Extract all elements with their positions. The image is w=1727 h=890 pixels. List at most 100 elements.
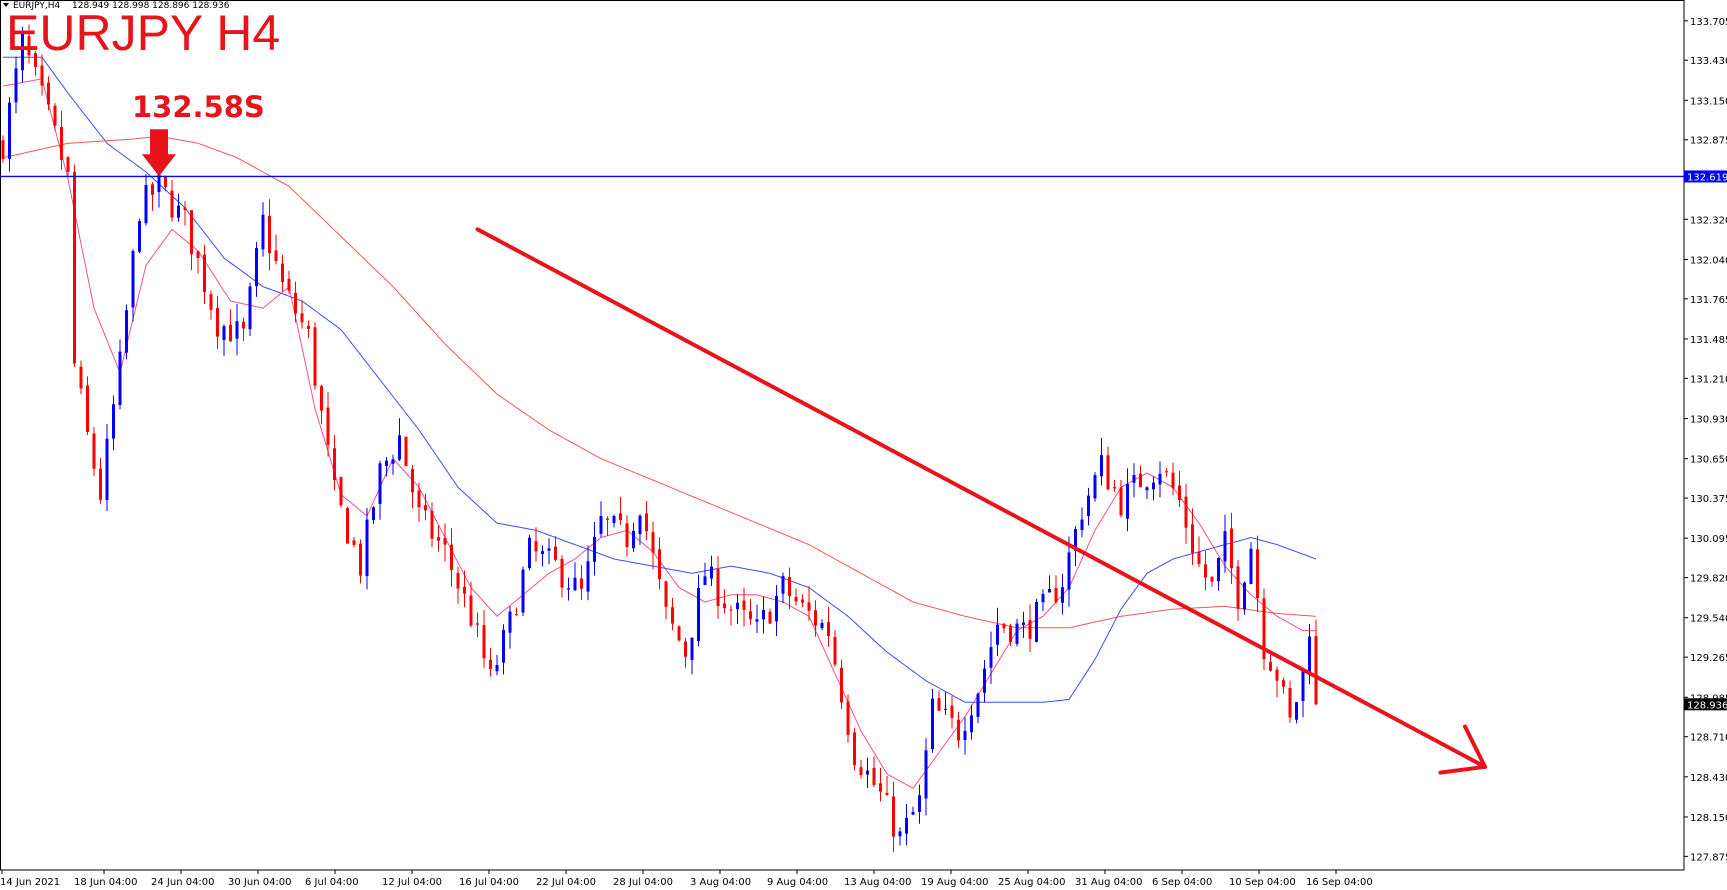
level-badge-value: 132.619 <box>1687 172 1727 183</box>
y-tick-label: 130.375 <box>1690 494 1727 505</box>
candle-body <box>1067 552 1071 590</box>
candle-body <box>1204 564 1207 578</box>
x-tick-label: 24 Jun 04:00 <box>151 877 215 888</box>
candle-body <box>1301 669 1305 702</box>
candle-body <box>879 783 882 792</box>
candle-body <box>521 569 525 613</box>
candle-body <box>905 817 908 834</box>
candle-body <box>242 321 245 329</box>
candle-body <box>1119 487 1123 516</box>
candle-body <box>573 577 577 591</box>
candle-body <box>931 698 934 750</box>
candle-body <box>66 157 70 172</box>
candle-body <box>417 490 421 508</box>
candle-body <box>144 185 148 224</box>
candle-body <box>151 184 154 195</box>
candle-body <box>703 576 707 586</box>
candle-body <box>294 293 297 314</box>
y-tick-label: 128.710 <box>1690 733 1727 744</box>
candle-body <box>690 637 694 660</box>
moving-averages <box>2 56 1317 789</box>
y-tick-label: 130.650 <box>1690 455 1727 466</box>
candle-body <box>677 626 681 641</box>
symbol-info: EURJPY,H4 <box>13 1 61 11</box>
candle-body <box>944 708 947 710</box>
candle-body <box>60 126 63 160</box>
candle-body <box>801 599 804 603</box>
candle-body <box>918 795 921 812</box>
candle-body <box>1275 669 1279 681</box>
candle-body <box>749 611 752 620</box>
candle-body <box>1113 487 1116 489</box>
candle-body <box>586 561 590 592</box>
candle-body <box>73 171 76 364</box>
candle-body <box>1236 566 1240 609</box>
ma-line <box>3 56 1317 703</box>
x-tick-label: 16 Sep 04:00 <box>1306 877 1373 888</box>
candle-body <box>14 68 18 103</box>
candle-body <box>898 831 902 837</box>
candle-body <box>437 537 440 541</box>
candle-body <box>248 286 252 330</box>
y-tick-label: 133.705 <box>1690 17 1727 28</box>
y-tick-label: 128.150 <box>1690 813 1727 824</box>
candle-body <box>1178 485 1181 501</box>
candle-body <box>359 543 362 576</box>
candle-body <box>840 667 843 703</box>
x-tick-label: 28 Jul 04:00 <box>613 877 673 888</box>
candle-body <box>391 459 395 464</box>
candle-body <box>1015 623 1019 644</box>
current-price-value: 128.936 <box>1687 700 1727 711</box>
symbol-menu-icon[interactable] <box>3 3 9 7</box>
y-tick-label: 129.540 <box>1690 614 1727 625</box>
time-axis[interactable]: 14 Jun 2021 18 Jun 04:00 24 Jun 04:00 30 Ju… <box>0 870 1373 888</box>
x-tick-label: 14 Jun 2021 <box>0 877 60 888</box>
down-arrow-shape <box>142 129 176 177</box>
candle-body <box>430 511 434 539</box>
candle-body <box>365 519 369 577</box>
candle-body <box>8 102 11 159</box>
candle-body <box>320 386 323 411</box>
candle-body <box>1145 487 1149 491</box>
candle-body <box>456 572 460 589</box>
candle-body <box>950 705 954 718</box>
candle-body <box>1100 455 1103 477</box>
candle-body <box>489 659 492 670</box>
candle-body <box>1054 588 1058 603</box>
candle-body <box>255 248 258 287</box>
candle-body <box>170 190 174 218</box>
candle-body <box>183 207 187 211</box>
y-tick-label: 132.875 <box>1690 136 1727 147</box>
candle-body <box>1 140 5 160</box>
candle-body <box>1288 688 1292 718</box>
candle-body <box>1210 576 1214 582</box>
price-axis[interactable]: 133.705 133.430 133.150 132.875 132.320 132.0… <box>1684 17 1727 864</box>
trend-arrowhead <box>1462 724 1487 769</box>
candle-body <box>625 523 629 547</box>
candle-body <box>281 263 284 283</box>
x-tick-label: 10 Sep 04:00 <box>1229 877 1296 888</box>
x-tick-label: 30 Jun 04:00 <box>228 877 292 888</box>
candle-body <box>710 566 713 579</box>
candle-body <box>820 623 824 629</box>
level-label: 132.58S <box>132 90 265 124</box>
candle-body <box>476 623 479 625</box>
candle-body <box>775 595 778 622</box>
candle-body <box>404 436 408 467</box>
candle-body <box>21 33 24 71</box>
candle-body <box>495 665 499 672</box>
resistance-level[interactable]: 132.619 <box>0 170 1727 183</box>
candle-body <box>47 82 50 105</box>
candle-body <box>157 174 161 193</box>
candle-body <box>560 558 564 588</box>
candle-body <box>534 541 538 552</box>
down-arrow-icon <box>142 129 176 177</box>
candle-body <box>807 602 811 611</box>
candle-body <box>443 537 447 545</box>
candle-body <box>177 205 180 218</box>
candle-body <box>1022 622 1025 625</box>
candle-body <box>1171 472 1175 489</box>
candle-body <box>1106 455 1110 490</box>
candle-body <box>671 607 674 624</box>
